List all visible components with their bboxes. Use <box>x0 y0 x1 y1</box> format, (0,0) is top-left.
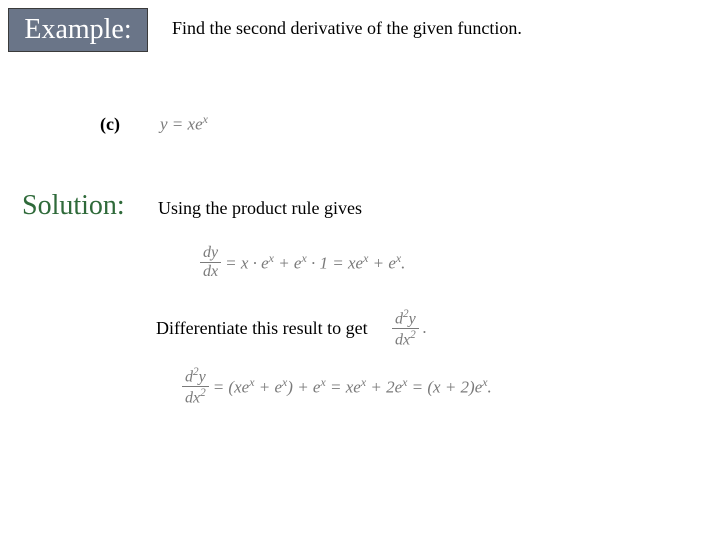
second-derivative-equation: d2y dx2 = (xex + ex) + ex = xex + 2ex = … <box>182 366 492 407</box>
frac-num: d2y <box>392 308 419 329</box>
inline-tail: . <box>423 318 427 338</box>
example-box: Example: <box>8 8 148 52</box>
second-deriv-rhs: = (xex + ex) + ex = xex + 2ex = (x + 2)e… <box>213 375 492 398</box>
part-label: (c) <box>100 114 120 135</box>
frac-num: d2y <box>182 366 209 387</box>
prompt-text: Find the second derivative of the given … <box>172 18 522 39</box>
solution-label: Solution: <box>22 190 125 222</box>
dy-dx-fraction: dy dx <box>200 244 221 280</box>
solution-intro: Using the product rule gives <box>158 198 362 219</box>
example-label: Example: <box>24 14 131 46</box>
frac-num: dy <box>200 244 221 263</box>
frac-den: dx <box>200 263 221 281</box>
first-derivative-equation: dy dx = x · ex + ex · 1 = xex + ex. <box>200 244 405 280</box>
first-deriv-rhs: = x · ex + ex · 1 = xex + ex. <box>225 251 405 274</box>
differentiate-text: Differentiate this result to get <box>156 318 368 339</box>
part-equation: y = xex <box>160 112 208 135</box>
d2y-dx2-fraction: d2y dx2 <box>182 366 209 407</box>
d2y-dx2-fraction-inline: d2y dx2 <box>392 308 419 349</box>
frac-den: dx2 <box>392 329 419 349</box>
second-deriv-inline: d2y dx2 . <box>392 308 427 349</box>
frac-den: dx2 <box>182 387 209 407</box>
